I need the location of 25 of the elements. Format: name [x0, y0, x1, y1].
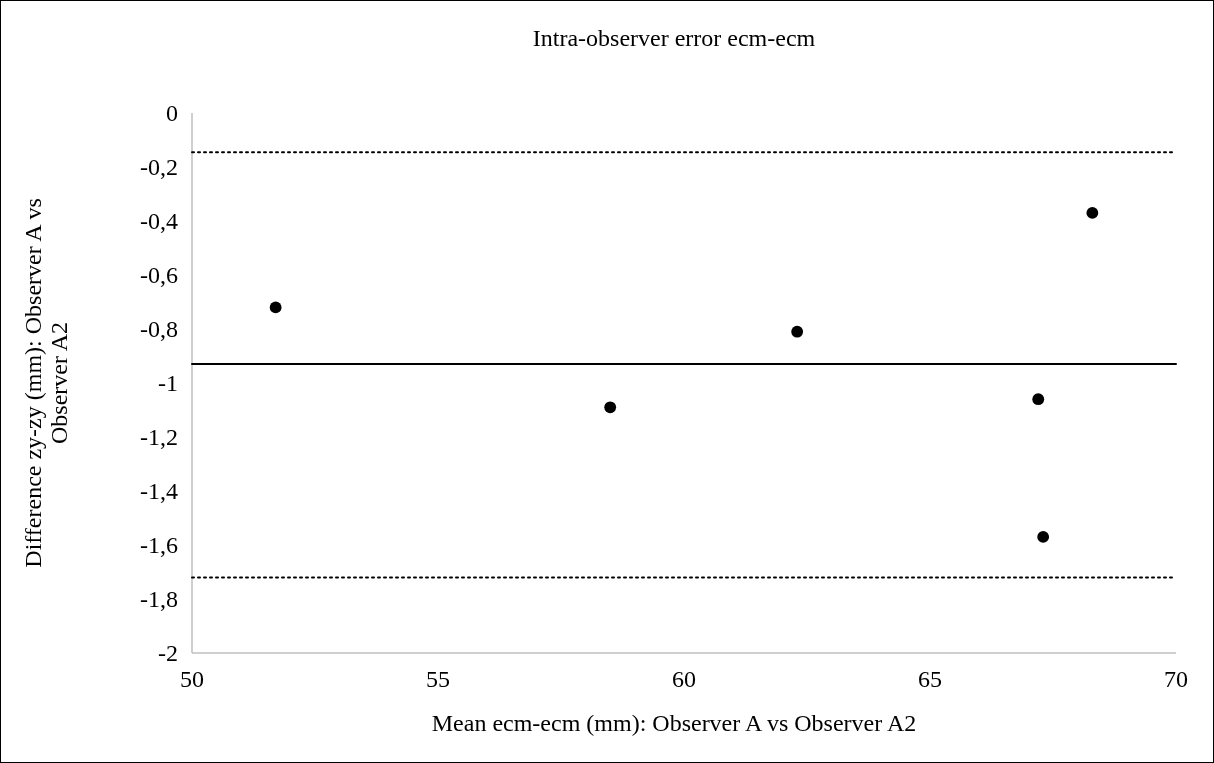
x-axis-title: Mean ecm-ecm (mm): Observer A vs Observer A2	[431, 710, 917, 736]
y-tick-label: -0,6	[140, 262, 178, 289]
point	[1086, 206, 1099, 219]
point	[269, 301, 282, 314]
point	[1037, 530, 1050, 543]
x-tick-label: 55	[426, 666, 450, 692]
y-tick-label: -1,6	[140, 532, 178, 559]
y-tick-label: -1,2	[140, 424, 178, 451]
chart-title: Intra-observer error ecm-ecm	[532, 25, 816, 51]
y-tick-label: -1,4	[140, 478, 178, 505]
y-tick-label: -0,2	[140, 154, 178, 181]
x-tick-label: 60	[672, 666, 696, 692]
point	[1032, 393, 1045, 406]
point	[791, 325, 804, 338]
x-tick-label: 50	[180, 666, 204, 692]
y-tick-label: -1	[158, 370, 178, 397]
x-tick-label: 70	[1164, 666, 1188, 692]
y-tick-label: -1,8	[140, 586, 178, 613]
point	[604, 401, 617, 414]
y-tick-label: -0,8	[140, 316, 178, 343]
y-tick-label: -0,4	[140, 208, 178, 235]
y-tick-label: -2	[158, 640, 178, 667]
y-tick-label: 0	[166, 100, 178, 127]
x-tick-label: 65	[918, 666, 942, 692]
y-axis-title: Difference zy-zy (mm): Observer A vs Observer A2	[19, 198, 73, 568]
